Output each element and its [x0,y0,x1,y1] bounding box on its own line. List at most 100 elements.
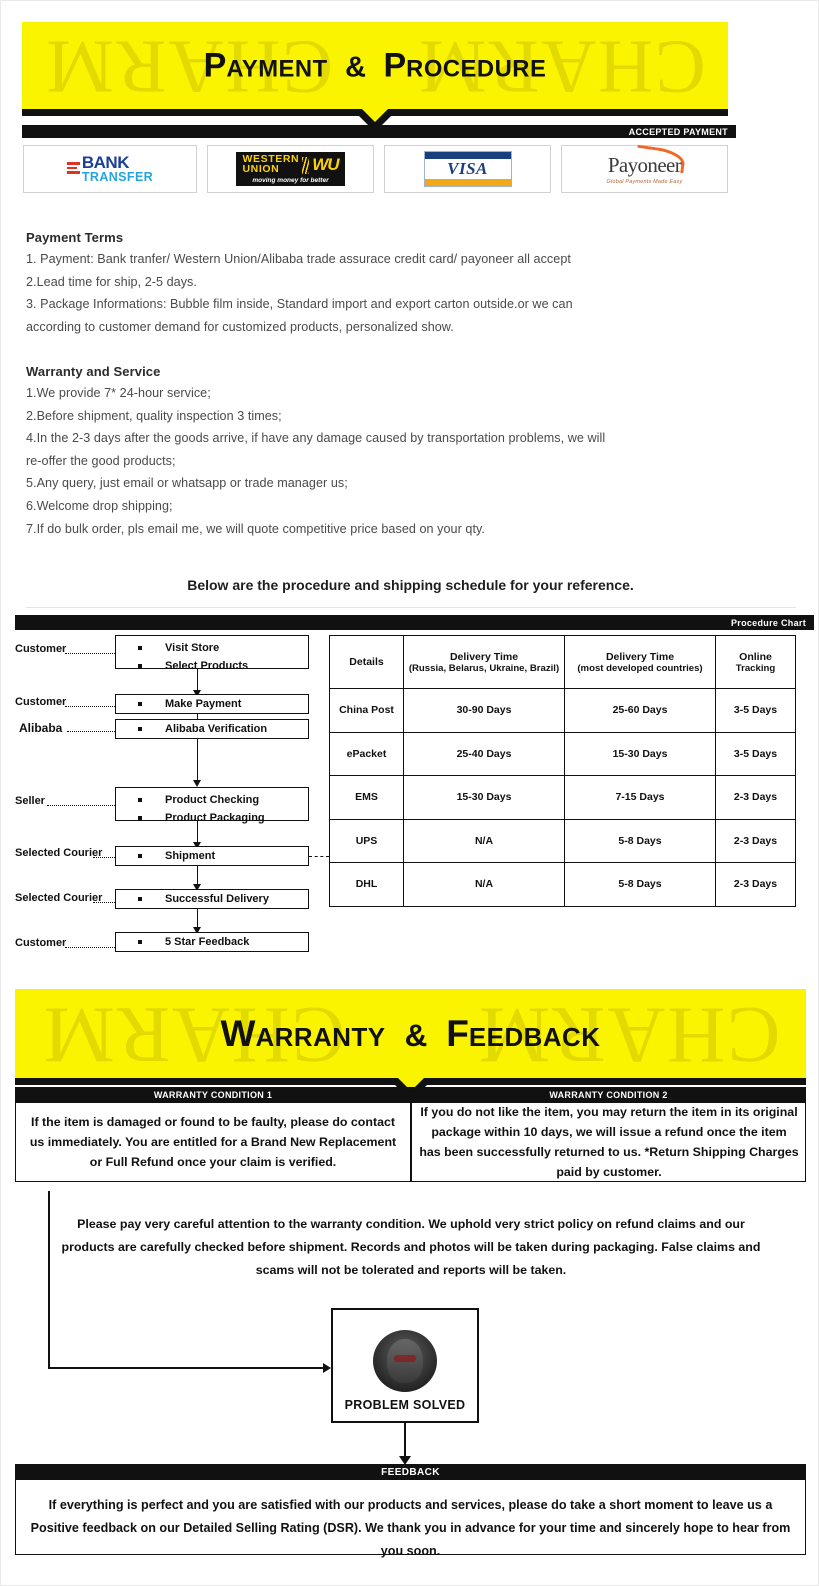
payment-logo-box-visa: VISA [384,145,551,193]
feedback-box [15,1480,806,1555]
col-details: Details [329,635,404,689]
western-union-logo: WESTERN UNION WU moving money for better [236,152,345,186]
flow-role-label-7: Customer [15,937,67,949]
flow-table-link-dashed [309,856,329,857]
flow-role-label-5: Selected Courier [15,847,103,859]
flow-box-4: Product Checking Product Packaging [115,787,309,824]
flow-leader-3 [67,731,115,732]
divider-rule [26,607,796,608]
flow-box-3: Alibaba Verification [115,719,309,739]
cell-developed: 25-60 Days [564,688,716,733]
payment-logo-box-bank-transfer: BANK TRANSFER [23,145,197,193]
solved-to-feedback-arrow [399,1456,411,1465]
flow-connector-3 [197,739,199,784]
flow-box-7: 5 Star Feedback [115,932,309,952]
cell-carrier: EMS [329,775,404,820]
payment-logo-box-payoneer: Payoneer Global Payments Made Easy [561,144,728,193]
flow-box-6: Successful Delivery [115,889,309,909]
bullet-icon [138,940,142,944]
cell-developed: 5-8 Days [564,818,716,863]
bullet-icon [138,727,142,731]
flow-role-label-4: Seller [15,795,45,807]
flow-arrow-3 [193,780,201,787]
cell-tracking: 2-3 Days [715,818,796,863]
flow-arrow-4 [193,842,201,849]
cell-russia: 25-40 Days [403,731,565,776]
col-online-tracking: Online Tracking [715,635,796,689]
warranty-service-line-6: 6.Welcome drop shipping; [26,498,173,513]
flow-leader-5 [93,857,115,858]
flow-arrow-1 [193,690,201,697]
procedure-chart-strip: Procedure Chart [15,615,814,630]
note-left-connector [48,1191,50,1369]
cell-carrier: DHL [329,862,404,907]
table-row: ePacket 25-40 Days 15-30 Days 3-5 Days [329,731,796,776]
flow-item-4-1: Product Checking [165,794,260,806]
table-row: UPS N/A 5-8 Days 2-3 Days [329,818,796,863]
warranty-service-body: 1.We provide 7* 24-hour service; 2.Befor… [26,382,726,540]
warranty-conditions-divider [410,1102,412,1182]
note-to-solved-connector [48,1367,328,1369]
flow-item-6-1: Successful Delivery [165,893,269,905]
payment-procedure-banner: CHARM CHARM PAYMENT & PROCEDURE [22,22,728,109]
flow-item-1-2: Select Products [165,660,249,672]
warranty-service-line-1: 1.We provide 7* 24-hour service; [26,386,211,400]
payment-terms-line-1: 1. Payment: Bank tranfer/ Western Union/… [26,252,571,266]
note-to-solved-arrow [323,1363,331,1373]
bank-transfer-line1: BANK [81,153,130,173]
payment-terms-line-4: according to customer demand for customi… [26,319,454,334]
bank-transfer-line2: TRANSFER [81,170,154,185]
accepted-payment-label: ACCEPTED PAYMENT [628,126,728,137]
feedback-header: FEEDBACK [381,1466,440,1478]
payment-terms-line-3: 3. Package Informations: Bubble film ins… [26,297,573,312]
solved-to-feedback-connector [404,1423,406,1461]
warranty-service-line-2: 2.Before shipment, quality inspection 3 … [26,408,282,423]
flow-leader-6 [93,902,115,903]
cell-russia: N/A [403,818,565,863]
visa-text: VISA [447,159,488,178]
wu-mark: WU [312,155,339,174]
payment-terms-line-2: 2.Lead time for ship, 2-5 days. [26,274,197,289]
problem-solved-label: PROBLEM SOLVED [344,1398,466,1412]
warranty-service-line-3: 4.In the 2-3 days after the goods arrive… [26,431,606,446]
flow-item-1-1: Visit Store [165,642,220,654]
cell-carrier: ePacket [329,731,404,776]
flow-leader-7 [65,947,115,948]
flow-connector-4 [197,821,199,846]
bullet-icon [138,897,142,901]
flow-item-7-1: 5 Star Feedback [165,936,250,948]
wu-line1: WESTERN [242,153,300,166]
problem-solved-face-icon [373,1330,437,1392]
warranty-condition-1-header: WARRANTY CONDITION 1 [153,1089,273,1100]
shipping-table: Details Delivery Time (Russia, Belarus, U… [329,635,796,907]
warranty-condition-2-text: If you do not like the item, you may ret… [419,1105,799,1179]
bullet-icon [138,854,142,858]
payoneer-tagline: Global Payments Made Easy [606,179,683,185]
wu-line2: UNION [242,163,280,175]
cell-carrier: UPS [329,818,404,863]
flow-box-1: Visit Store Select Products [115,635,309,672]
payment-logo-box-western-union: WESTERN UNION WU moving money for better [207,145,374,193]
warranty-service-line-4: re-offer the good products; [26,453,176,468]
flow-leader-1 [65,653,115,654]
cell-tracking: 2-3 Days [715,775,796,820]
payment-terms-body: 1. Payment: Bank tranfer/ Western Union/… [26,248,726,338]
problem-solved-box: PROBLEM SOLVED [331,1308,479,1423]
flow-connector-6 [197,909,199,931]
cell-tracking: 3-5 Days [715,688,796,733]
warranty-service-line-7: 7.If do bulk order, pls email me, we wil… [26,521,485,536]
bullet-icon [138,664,142,668]
banner-title: PAYMENT & PROCEDURE [203,46,547,84]
flow-item-2-1: Make Payment [165,698,242,710]
col-delivery-developed: Delivery Time (most developed countries) [564,635,716,689]
procedure-intro-text: Below are the procedure and shipping sch… [187,577,634,593]
warranty-condition-2-header-bar: WARRANTY CONDITION 2 [411,1087,806,1102]
bullet-icon [138,816,142,820]
feedback-header-bar: FEEDBACK [15,1464,806,1480]
flow-role-label-2: Customer [15,696,67,708]
warranty-feedback-banner: CHARM CHARM WARRANTY & FEEDBACK [15,989,806,1078]
feedback-text: If everything is perfect and you are sat… [30,1498,791,1558]
payment-terms-heading: Payment Terms [26,230,124,245]
cell-carrier: China Post [329,688,404,733]
